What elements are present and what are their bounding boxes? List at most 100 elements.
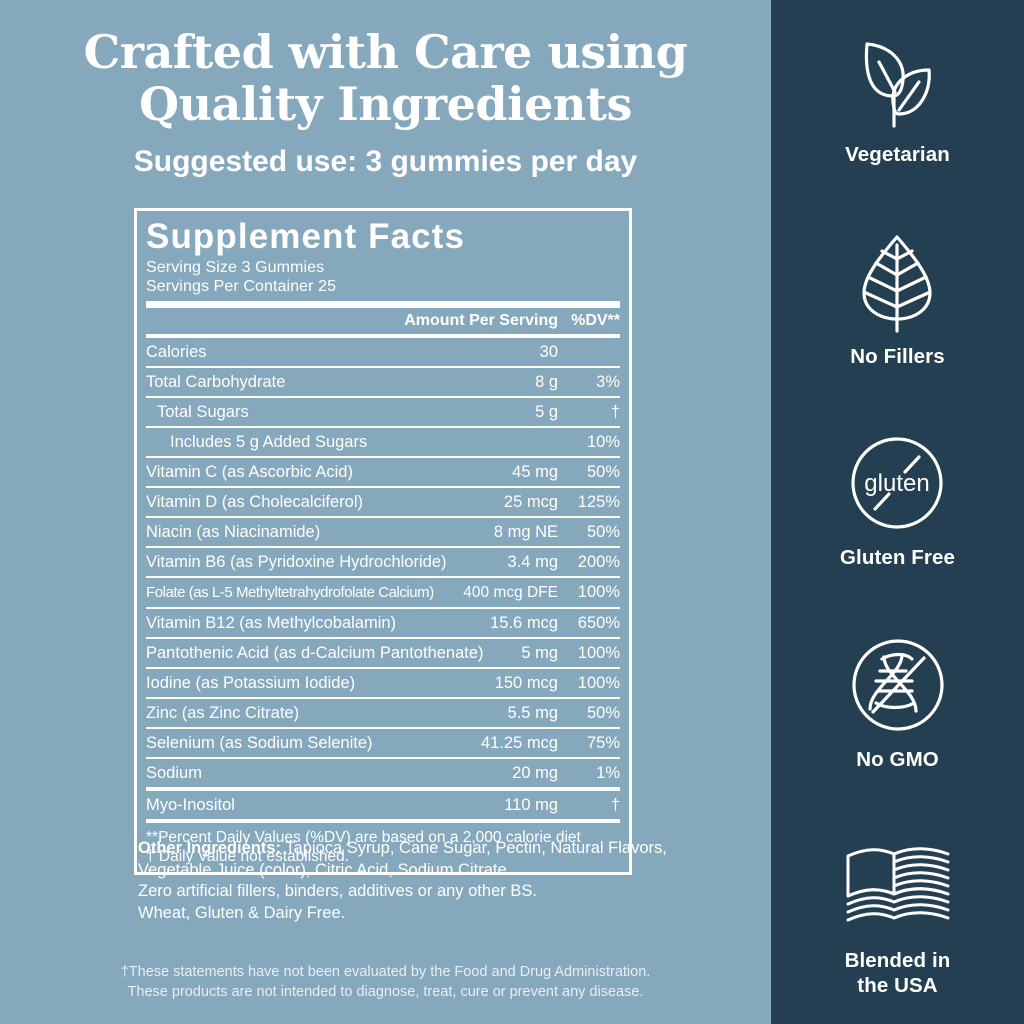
nutrient-daily-value: 100% <box>577 674 620 692</box>
rule-thick-top <box>146 301 620 308</box>
nutrition-row: Vitamin D (as Cholecalciferol) 25 mcg 125% <box>146 488 620 516</box>
suggested-use-text: Suggested use: 3 gummies per day <box>133 145 638 178</box>
nutrient-name: Sodium <box>146 764 202 782</box>
badge-no-fillers: No Fillers <box>850 230 945 369</box>
nutrient-amount: 45 mg <box>512 463 558 481</box>
nutrient-amount: 5.5 mg <box>507 704 558 722</box>
nutrition-row: Total Sugars 5 g † <box>146 398 620 426</box>
badge-label-blended-usa: Blended in the USA <box>845 948 951 998</box>
nutrient-name: Myo-Inositol <box>146 796 235 814</box>
fda-disclaimer: †These statements have not been evaluate… <box>0 962 771 1002</box>
rule-row-separator <box>146 486 620 488</box>
leaf-sprig-icon <box>849 28 945 132</box>
badge-no-gmo: No GMO <box>846 633 950 772</box>
supplement-facts-title: Supplement Facts <box>146 217 466 256</box>
nutrition-row: Selenium (as Sodium Selenite) 41.25 mcg 75… <box>146 729 620 757</box>
nutrition-row: Vitamin B12 (as Methylcobalamin) 15.6 mcg… <box>146 609 620 637</box>
nutrient-amount: 110 mg <box>504 796 558 814</box>
nutrient-name: Calories <box>146 343 207 361</box>
rule-bottom <box>146 819 620 823</box>
badge-label-no-fillers: No Fillers <box>850 344 945 368</box>
nutrient-name: Folate (as L-5 Methyltetrahydrofolate Ca… <box>146 584 434 601</box>
badge-label-gluten-free: Gluten Free <box>839 546 955 569</box>
usa-flag-icon <box>842 834 954 938</box>
nutrition-row: Pantothenic Acid (as d-Calcium Pantothen… <box>146 639 620 667</box>
no-gluten-icon: gluten <box>845 431 949 535</box>
nutrient-name: Selenium (as Sodium Selenite) <box>146 734 373 752</box>
rule-under-headers <box>146 334 620 338</box>
badge-blended-usa: Blended in the USA <box>842 834 954 998</box>
nutrient-amount: 20 mg <box>512 764 558 782</box>
nutrient-name: Niacin (as Niacinamide) <box>146 523 321 541</box>
nutrient-daily-value: 75% <box>586 734 620 752</box>
no-gmo-dna-icon <box>846 633 950 737</box>
nutrient-daily-value: 50% <box>586 463 620 481</box>
headline-line-2: Quality Ingredients <box>139 77 632 131</box>
rule-row-separator <box>146 697 620 699</box>
nutrient-name: Pantothenic Acid (as d-Calcium Pantothen… <box>146 644 484 662</box>
rule-row-separator <box>146 366 620 368</box>
zero-fillers-line: Zero artificial fillers, binders, additi… <box>138 882 537 900</box>
other-ingredients-line: Other Ingredients: Tapioca Syrup, Cane S… <box>138 838 668 881</box>
serving-size-text: Serving Size 3 Gummies <box>146 259 325 276</box>
nutrient-amount: 15.6 mcg <box>490 614 558 632</box>
nutrient-name: Zinc (as Zinc Citrate) <box>146 704 300 722</box>
nutrient-amount: 8 g <box>535 373 558 391</box>
rule-row-separator <box>146 396 620 398</box>
nutrient-amount: 25 mcg <box>503 493 558 511</box>
badge-label-usa-line-2: the USA <box>857 974 938 997</box>
other-ingredients-block: Other Ingredients: Tapioca Syrup, Cane S… <box>138 838 668 924</box>
nutrient-daily-value: 100% <box>577 644 620 662</box>
nutrient-name: Includes 5 g Added Sugars <box>170 433 368 451</box>
nutrient-daily-value: 50% <box>586 704 620 722</box>
nutrient-amount: 400 mcg DFE <box>463 584 558 601</box>
nutrition-column-headers: Amount Per Serving %DV** <box>146 308 620 334</box>
badge-label-vegetarian: Vegetarian <box>845 143 950 166</box>
rule-row-separator <box>146 727 620 729</box>
nutrition-row: Niacin (as Niacinamide) 8 mg NE 50% <box>146 518 620 546</box>
servings-per-container-text: Servings Per Container 25 <box>146 278 337 295</box>
nutrient-name: Vitamin C (as Ascorbic Acid) <box>146 463 353 481</box>
nutrient-daily-value: 200% <box>577 553 620 571</box>
footnote-daily-values: **Percent Daily Values (%DV) are based o… <box>146 829 581 846</box>
rule-row-separator <box>146 426 620 428</box>
rule-row-separator <box>146 516 620 518</box>
rule-row-separator <box>146 667 620 669</box>
nutrient-daily-value: 100% <box>577 583 620 601</box>
nutrient-amount: 41.25 mcg <box>480 734 558 752</box>
rule-row-separator <box>146 787 620 791</box>
headline-line-1: Crafted with Care using <box>83 25 688 79</box>
nutrition-row: Zinc (as Zinc Citrate) 5.5 mg 50% <box>146 699 620 727</box>
badges-sidebar: Vegetarian No Fillers gluten Gluten Free <box>771 0 1024 1024</box>
nutrient-amount: 5 g <box>535 403 558 421</box>
nutrition-row: Myo-Inositol 110 mg † <box>146 791 620 819</box>
nutrient-daily-value: 50% <box>586 523 620 541</box>
nutrient-amount: 30 <box>539 343 558 361</box>
nutrient-daily-value: 10% <box>586 433 620 451</box>
nutrient-daily-value: 3% <box>596 373 620 391</box>
rule-row-separator <box>146 637 620 639</box>
badge-vegetarian: Vegetarian <box>845 28 950 167</box>
nutrient-daily-value: 125% <box>577 493 620 511</box>
badge-label-usa-line-1: Blended in <box>844 949 951 972</box>
col-header-amount: Amount Per Serving <box>404 312 558 329</box>
badge-label-no-gmo: No GMO <box>856 747 939 771</box>
nutrition-row: Folate (as L-5 Methyltetrahydrofolate Ca… <box>146 578 620 607</box>
header-block: Crafted with Care using Quality Ingredie… <box>0 0 771 180</box>
nutrient-daily-value: 1% <box>596 764 620 782</box>
nutrient-name: Vitamin D (as Cholecalciferol) <box>146 493 364 511</box>
nutrient-name: Vitamin B12 (as Methylcobalamin) <box>146 614 397 632</box>
nutrient-daily-value: † <box>610 796 620 814</box>
supplement-facts-box: Supplement Facts Serving Size 3 Gummies … <box>134 208 632 875</box>
nutrient-amount: 5 mg <box>521 644 558 662</box>
rule-row-separator <box>146 546 620 548</box>
nutrition-row: Iodine (as Potassium Iodide) 150 mcg 100% <box>146 669 620 697</box>
nutrient-daily-value: † <box>610 403 620 421</box>
left-content-panel: Crafted with Care using Quality Ingredie… <box>0 0 771 1002</box>
nutrient-name: Total Sugars <box>157 403 249 421</box>
other-ingredients-label: Other Ingredients: <box>138 839 282 857</box>
headline: Crafted with Care using Quality Ingredie… <box>0 26 771 130</box>
nutrient-amount: 8 mg NE <box>493 523 558 541</box>
rule-row-separator <box>146 607 620 609</box>
badge-gluten-free: gluten Gluten Free <box>840 431 955 570</box>
